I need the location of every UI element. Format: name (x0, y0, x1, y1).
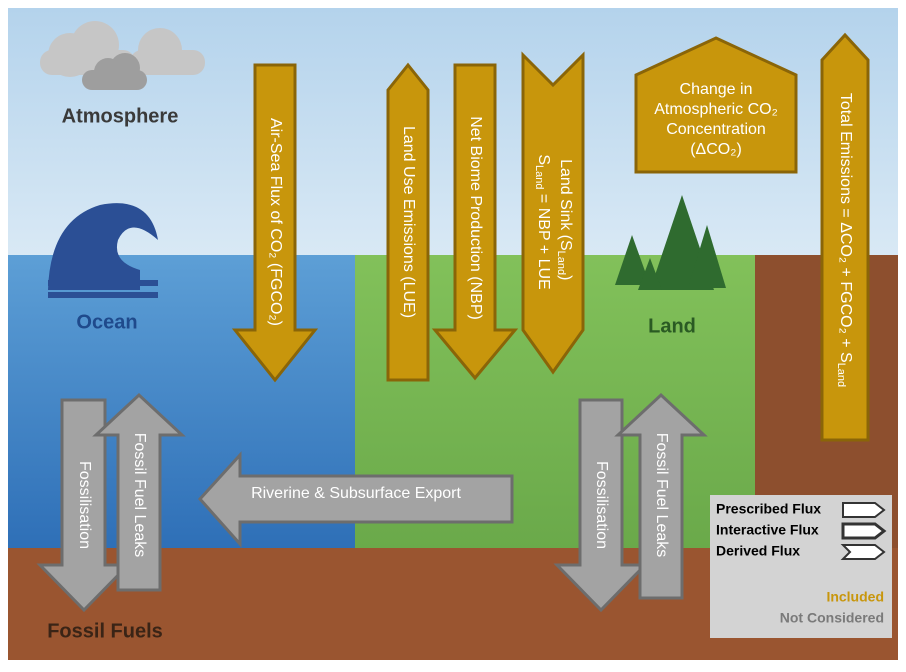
background (8, 8, 898, 660)
wave-icon (48, 203, 158, 298)
flux-arrow (231, 63, 319, 383)
flux-box (634, 36, 798, 174)
legend: Prescribed Flux Interactive Flux Derived… (710, 495, 892, 638)
flux-label: Fossilisation (593, 461, 610, 549)
flux-arrow (197, 451, 514, 548)
flux-arrow (553, 398, 649, 613)
flux-arrow (820, 32, 870, 442)
flux-label: Change in Atmospheric CO₂ Concentration (ΔC… (654, 81, 778, 158)
flux-arrow (386, 62, 430, 382)
flux-label: Land Sink (SLand) SLand = NBP + LUE (533, 154, 574, 289)
flux-arrow (92, 392, 186, 592)
flux-label: Fossilisation (76, 461, 93, 549)
flux-label: Fossil Fuel Leaks (653, 433, 670, 558)
region-label: Fossil Fuels (47, 620, 163, 642)
trees (615, 195, 726, 290)
flux-label: Land Use Emissions (LUE) (400, 126, 417, 318)
legend-label: Included (826, 589, 884, 605)
flux-label: Riverine & Subsurface Export (251, 485, 461, 502)
legend-label: Interactive Flux (716, 522, 819, 538)
region-label: Atmosphere (62, 105, 179, 127)
legend-label: Derived Flux (716, 543, 800, 559)
legend-label: Prescribed Flux (716, 501, 821, 517)
flux-label: Net Biome Production (NBP) (467, 116, 484, 320)
flux-arrow (431, 63, 519, 381)
flux-label: Air-Sea Flux of CO₂ (FGCO₂) (267, 118, 284, 326)
region-label: Ocean (76, 311, 137, 333)
region-label: Land (648, 315, 696, 337)
flux-label: Fossil Fuel Leaks (131, 433, 148, 558)
legend-label: Not Considered (780, 610, 884, 626)
flux-label: Total Emissions = ΔCO₂ + FGCO₂ + SLand (835, 93, 854, 387)
flux-arrow (614, 392, 708, 600)
flux-arrow (521, 51, 585, 375)
